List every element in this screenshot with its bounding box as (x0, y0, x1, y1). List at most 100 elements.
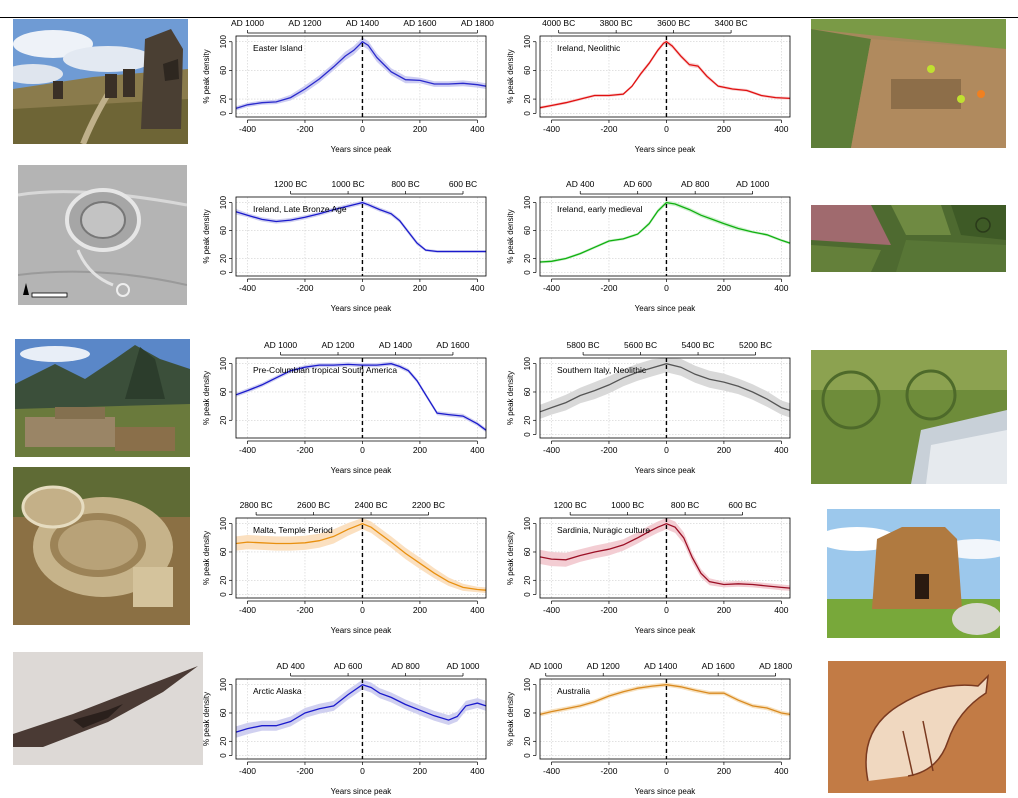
density-series-line (235, 683, 487, 733)
y-tick-label: 100 (219, 35, 228, 49)
top-tick-label: 800 BC (671, 500, 699, 510)
confidence-band (540, 682, 790, 717)
x-tick-label: 0 (664, 766, 669, 776)
x-tick-label: -400 (239, 283, 256, 293)
x-tick-label: -400 (543, 445, 560, 455)
y-tick-label: 20 (219, 415, 228, 424)
panel-title: Australia (557, 686, 590, 696)
x-axis-title: Years since peak (331, 145, 393, 154)
y-tick-label: 100 (523, 35, 532, 49)
x-tick-label: -200 (296, 445, 313, 455)
top-tick-label: 5800 BC (567, 340, 600, 350)
x-tick-label: 200 (717, 445, 731, 455)
confidence-band (540, 518, 790, 591)
x-tick-label: 200 (717, 766, 731, 776)
x-tick-label: -400 (543, 766, 560, 776)
y-axis-title: % peak density (202, 692, 211, 746)
x-axis-title: Years since peak (331, 304, 393, 313)
y-tick-label: 100 (523, 677, 532, 691)
y-tick-label: 60 (523, 547, 532, 556)
plot-frame (539, 517, 791, 599)
ireland-fields-aerial-photo (811, 205, 1006, 272)
y-tick-label: 60 (219, 226, 228, 235)
top-tick-label: 5200 BC (739, 340, 772, 350)
x-tick-label: 200 (413, 766, 427, 776)
top-tick-label: 5400 BC (681, 340, 714, 350)
y-tick-label: 60 (523, 708, 532, 717)
chart-panel: -400 -200 0 200 400 Years since peak 0 20 60 100%… (202, 179, 487, 313)
arctic-harpoon-photo (13, 652, 203, 765)
x-tick-label: 400 (774, 124, 788, 134)
x-tick-label: 200 (717, 283, 731, 293)
easter-island-moai-photo (13, 19, 188, 144)
x-tick-label: 0 (360, 605, 365, 615)
top-tick-label: AD 600 (334, 661, 363, 671)
x-tick-label: -200 (296, 605, 313, 615)
x-tick-label: 200 (413, 124, 427, 134)
top-tick-label: AD 1400 (379, 340, 412, 350)
chart-panel: -400 -200 0 200 400 Years since peak 20 60 100 % … (202, 340, 487, 475)
top-tick-label: AD 1200 (587, 661, 620, 671)
panel-title: Sardinia, Nuragic culture (557, 525, 650, 535)
x-tick-label: 200 (413, 605, 427, 615)
top-tick-label: 600 BC (728, 500, 756, 510)
x-tick-label: -200 (296, 766, 313, 776)
x-axis-title: Years since peak (635, 145, 697, 154)
y-tick-label: 100 (219, 195, 228, 209)
x-tick-label: 0 (360, 283, 365, 293)
plot-frame (539, 357, 791, 439)
y-axis-title: % peak density (202, 209, 211, 263)
top-tick-label: 1000 BC (611, 500, 644, 510)
top-tick-label: AD 800 (391, 661, 420, 671)
y-tick-label: 60 (219, 65, 228, 74)
x-axis-title: Years since peak (635, 626, 697, 635)
chart-panel: -400 -200 0 200 400 Years since peak 0 20 60 100%… (506, 179, 791, 313)
top-tick-label: AD 1800 (759, 661, 792, 671)
x-tick-label: 0 (360, 445, 365, 455)
density-series-line (539, 684, 791, 716)
density-series-line (539, 522, 791, 589)
y-axis-title: % peak density (202, 531, 211, 585)
density-series-line (235, 201, 486, 253)
y-axis-title: % peak density (202, 371, 211, 425)
x-tick-label: 0 (360, 124, 365, 134)
top-tick-label: AD 1800 (461, 18, 494, 28)
top-tick-label: AD 400 (276, 661, 305, 671)
y-tick-label: 20 (523, 94, 532, 103)
x-tick-label: 0 (664, 445, 669, 455)
top-tick-label: 2400 BC (355, 500, 388, 510)
plot-frame (539, 35, 791, 118)
y-axis-title: % peak density (506, 49, 515, 103)
y-tick-label: 100 (523, 356, 532, 370)
lidar-relief-map (18, 165, 187, 305)
x-tick-label: -200 (600, 766, 617, 776)
x-tick-label: -200 (296, 124, 313, 134)
malta-temple-photo (13, 467, 190, 625)
x-tick-label: 0 (664, 124, 669, 134)
y-tick-label: 0 (219, 592, 228, 597)
y-tick-label: 0 (219, 753, 228, 758)
x-tick-label: 200 (413, 445, 427, 455)
australia-rock-art-photo (828, 661, 1006, 793)
top-tick-label: AD 600 (624, 179, 653, 189)
top-tick-label: 3400 BC (715, 18, 748, 28)
y-tick-label: 20 (219, 94, 228, 103)
x-tick-label: -400 (239, 605, 256, 615)
top-tick-label: AD 1000 (529, 661, 562, 671)
x-tick-label: 400 (470, 124, 484, 134)
x-axis-title: Years since peak (635, 304, 697, 313)
top-tick-label: 2200 BC (412, 500, 445, 510)
top-tick-label: 1200 BC (554, 500, 587, 510)
top-tick-label: 1000 BC (332, 179, 365, 189)
ireland-excavation-photo (811, 19, 1006, 148)
density-series-line (235, 40, 487, 110)
plot-frame (235, 357, 487, 439)
density-series-line (539, 40, 791, 109)
top-tick-label: 600 BC (449, 179, 477, 189)
x-tick-label: 0 (360, 766, 365, 776)
top-rule (0, 17, 1018, 18)
density-series-line (539, 363, 791, 413)
y-tick-label: 60 (523, 226, 532, 235)
panel-title: Ireland, Late Bronze Age (253, 204, 347, 214)
